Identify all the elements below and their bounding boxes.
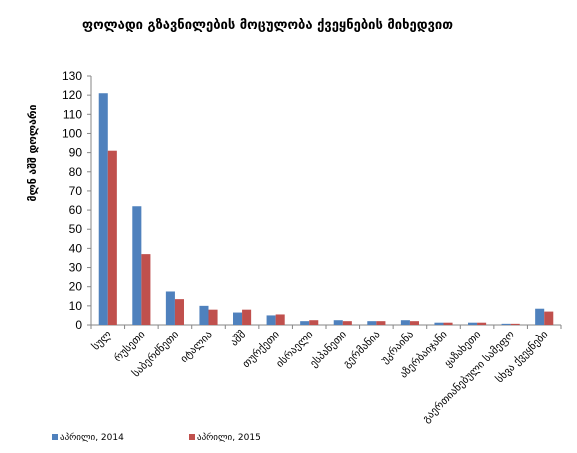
y-tick-label: 130 (62, 69, 82, 83)
bar-series-2 (275, 314, 285, 325)
y-tick-label: 80 (69, 165, 83, 179)
x-tick-label: გერმანია (341, 329, 383, 371)
legend: აპრილი, 2014 აპრილი, 2015 (52, 432, 261, 443)
bar-series-1 (333, 320, 343, 325)
bar-series-1 (300, 321, 310, 325)
bar-series-2 (342, 321, 352, 325)
bar-series-2 (443, 322, 453, 325)
bar-series-1 (233, 312, 243, 325)
bar-series-1 (535, 308, 545, 325)
bar-series-1 (400, 320, 410, 325)
bar-series-2 (309, 320, 319, 325)
bar-series-2 (174, 299, 184, 325)
bar-series-2 (510, 323, 520, 325)
plot-area: 0102030405060708090100110120130სულრუსეთი… (62, 69, 562, 425)
legend-label: აპრილი, 2014 (60, 432, 124, 443)
bar-series-1 (434, 322, 444, 325)
chart-title: ფოლადი გზავნილების მოცულობა ქვეყნების მი… (82, 18, 453, 33)
y-tick-label: 40 (69, 241, 83, 255)
y-tick-label: 30 (69, 261, 83, 275)
bar-series-2 (107, 150, 117, 325)
bar-series-1 (98, 93, 108, 325)
bar-series-1 (367, 321, 377, 325)
x-tick-label: აშშ (228, 329, 248, 349)
bar-series-2 (544, 311, 554, 325)
bar-series-1 (266, 315, 276, 325)
bar-series-1 (132, 206, 142, 325)
bar-series-1 (501, 323, 511, 325)
bar-series-2 (409, 321, 419, 325)
y-axis-label: მლნ აშშ დოლარი (27, 104, 39, 201)
bar-series-2 (477, 322, 487, 325)
y-tick-label: 100 (62, 126, 82, 140)
bar-series-1 (468, 322, 478, 325)
legend-swatch (52, 434, 58, 440)
bar-series-1 (199, 305, 209, 325)
y-tick-label: 20 (69, 280, 83, 294)
y-tick-label: 90 (69, 146, 83, 160)
bar-series-2 (141, 254, 151, 325)
bar-series-2 (242, 309, 252, 325)
legend-swatch (189, 434, 195, 440)
y-tick-label: 0 (75, 318, 82, 332)
x-tick-label: სულ (90, 329, 114, 353)
bar-series-2 (376, 321, 386, 325)
y-tick-label: 110 (63, 107, 82, 121)
y-tick-label: 60 (69, 203, 83, 217)
bar-series-1 (165, 291, 175, 325)
y-tick-label: 50 (69, 222, 83, 236)
bar-series-2 (208, 309, 218, 325)
x-tick-label: იტალია (178, 329, 214, 365)
y-tick-label: 10 (69, 299, 83, 313)
y-tick-label: 70 (69, 184, 83, 198)
y-tick-label: 120 (62, 88, 82, 102)
legend-label: აპრილი, 2015 (197, 432, 261, 443)
